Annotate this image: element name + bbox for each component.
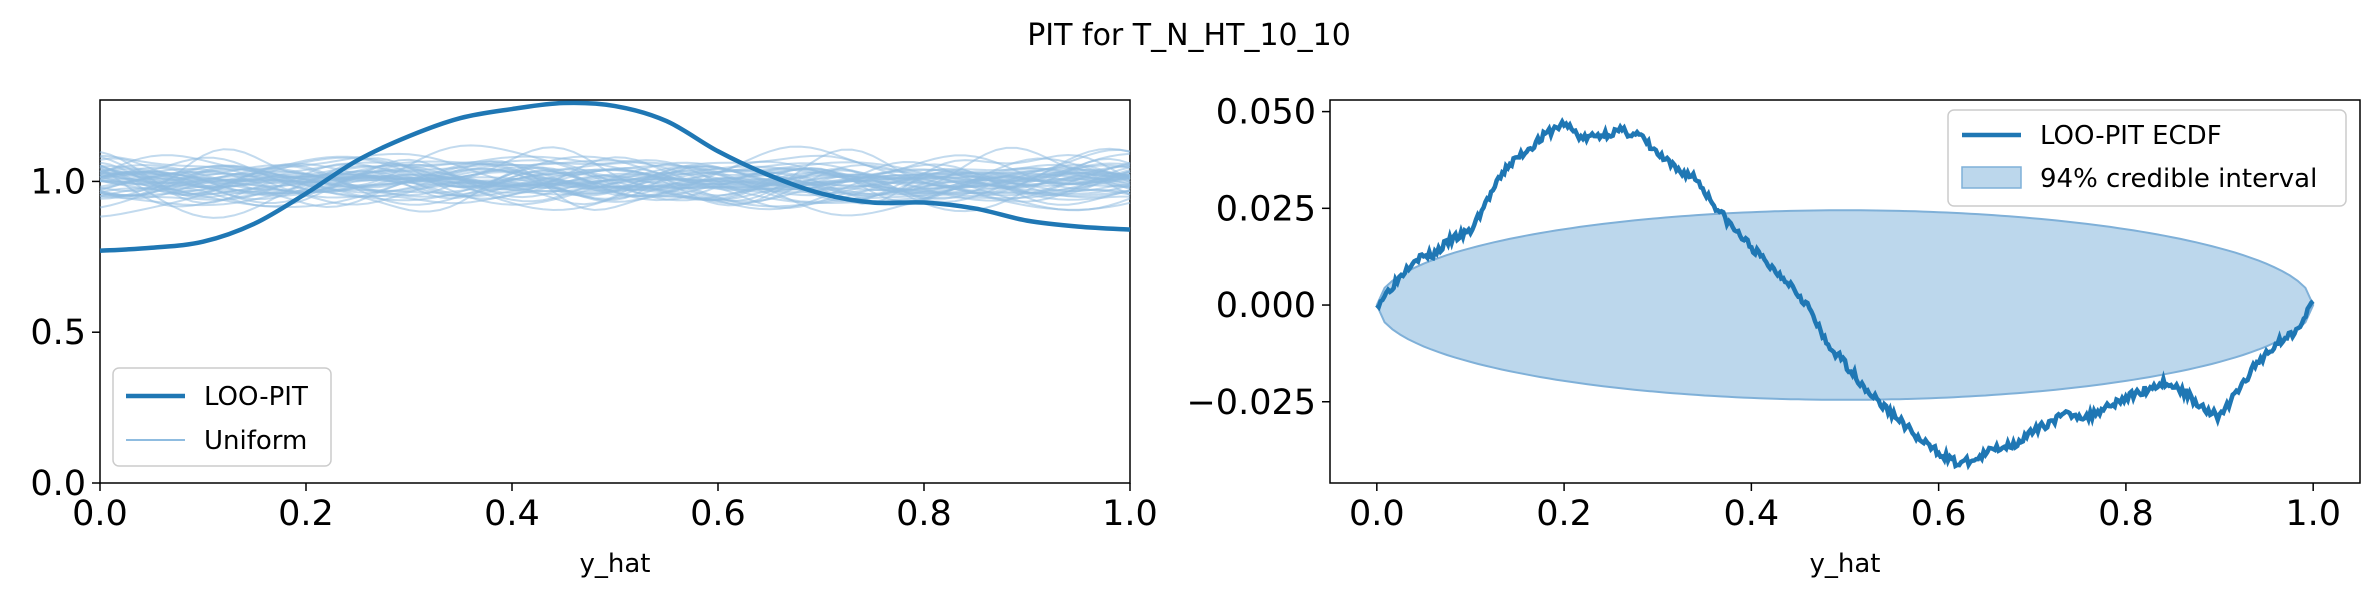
uniform-line (99, 163, 1131, 202)
uniform-line (99, 162, 1131, 219)
right-legend-box (1947, 109, 2347, 207)
uniform-line (99, 152, 1131, 209)
figure-title: PIT for T_N_HT_10_10 (1027, 18, 1351, 53)
legend-uniform-label: Uniform (204, 426, 307, 456)
pit-density-panel: 0.0 0.2 0.4 0.6 0.8 1.0 0.0 0.5 1.0 y_hat LOO-P… (30, 99, 1158, 579)
uniform-line (99, 159, 1131, 207)
credible-interval-band (1375, 209, 2315, 401)
left-x-ticks: 0.0 0.2 0.4 0.6 0.8 1.0 (72, 483, 1158, 534)
uniform-line (99, 145, 1131, 206)
y-tick-label: 0.000 (1216, 286, 1316, 326)
loo-pit-ecdf-line (1375, 117, 2315, 471)
x-tick-label: 0.2 (1536, 494, 1592, 534)
uniform-lines (99, 144, 1131, 219)
left-axes-frame (99, 99, 1131, 484)
uniform-line (99, 175, 1131, 188)
left-y-ticks: 0.0 0.5 1.0 (30, 162, 100, 504)
legend-loo-pit-label: LOO-PIT (204, 382, 308, 412)
y-tick-label: 0.5 (30, 313, 86, 353)
y-tick-label: −0.025 (1186, 383, 1316, 423)
left-x-axis-label: y_hat (580, 549, 651, 579)
legend-ecdf-label: LOO-PIT ECDF (2040, 121, 2222, 151)
left-legend-box (112, 367, 332, 467)
ecdf-panel: 0.0 0.2 0.4 0.6 0.8 1.0 0.050 0.025 0.000 −0.025… (1186, 93, 2361, 579)
right-x-axis-label: y_hat (1810, 549, 1881, 579)
x-tick-label: 0.6 (1911, 494, 1967, 534)
y-tick-label: 0.025 (1216, 189, 1316, 229)
x-tick-label: 0.0 (72, 494, 128, 534)
loo-pit-line (99, 100, 1131, 254)
right-axes-frame (1329, 99, 2361, 484)
right-x-ticks: 0.0 0.2 0.4 0.6 0.8 1.0 (1349, 483, 2341, 534)
x-tick-label: 0.0 (1349, 494, 1405, 534)
x-tick-label: 1.0 (1102, 494, 1158, 534)
x-tick-label: 0.4 (484, 494, 540, 534)
uniform-line (99, 154, 1131, 208)
legend-interval-swatch (1961, 166, 2022, 189)
y-tick-label: 1.0 (30, 162, 86, 202)
y-tick-label: 0.0 (30, 464, 86, 504)
x-tick-label: 0.8 (896, 494, 952, 534)
y-tick-label: 0.050 (1216, 93, 1316, 133)
uniform-line (99, 155, 1131, 212)
left-legend: LOO-PIT Uniform (112, 367, 332, 467)
legend-interval-label: 94% credible interval (2040, 164, 2317, 194)
right-legend: LOO-PIT ECDF 94% credible interval (1947, 109, 2347, 207)
x-tick-label: 0.6 (690, 494, 746, 534)
x-tick-label: 0.4 (1724, 494, 1780, 534)
right-y-ticks: 0.050 0.025 0.000 −0.025 (1186, 93, 1330, 423)
x-tick-label: 0.2 (278, 494, 334, 534)
x-tick-label: 1.0 (2285, 494, 2341, 534)
uniform-line (99, 162, 1131, 207)
x-tick-label: 0.8 (2098, 494, 2154, 534)
